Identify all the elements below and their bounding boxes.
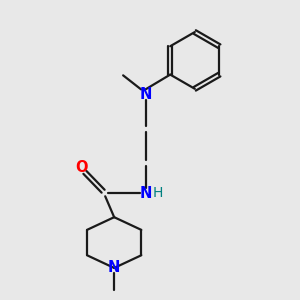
Text: H: H — [153, 186, 163, 200]
Text: N: N — [139, 87, 152, 102]
Text: O: O — [75, 160, 88, 175]
Text: N: N — [108, 260, 120, 275]
Text: N: N — [139, 186, 152, 201]
